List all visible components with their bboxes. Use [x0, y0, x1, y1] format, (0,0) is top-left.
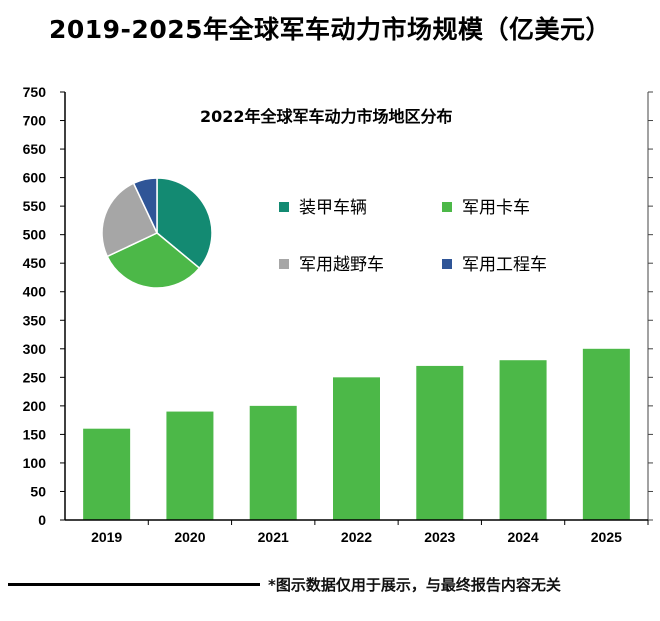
y-axis: 0 50 100 150 200 250 300 350 400 450 500 550 600 650 7… — [23, 84, 653, 528]
bar-2021: 2021: 200 — [249, 405, 297, 520]
pie-slice-0 — [156, 177, 213, 270]
bar-2025: 2025: 300 — [582, 348, 630, 520]
bar-2020: 2020: 190 — [166, 411, 214, 520]
y-tick-label: 350 — [23, 312, 47, 328]
y-tick-label: 100 — [23, 455, 47, 471]
y-tick-label: 300 — [23, 341, 47, 357]
y-tick-label: 550 — [23, 198, 47, 214]
y-tick-label: 450 — [23, 255, 47, 271]
legend-label: 军用卡车 — [462, 198, 530, 218]
legend-label: 军用越野车 — [299, 255, 384, 275]
y-tick-label: 600 — [23, 170, 47, 186]
y-tick-label: 500 — [23, 227, 47, 243]
pie-chart — [101, 177, 213, 289]
x-tick-label: 2025 — [591, 529, 622, 545]
y-tick-label: 150 — [23, 426, 47, 442]
x-tick-label: 2021 — [258, 529, 289, 545]
legend-swatch — [442, 259, 452, 269]
y-tick-label: 250 — [23, 369, 47, 385]
y-tick-label: 400 — [23, 284, 47, 300]
footnote: *图示数据仅用于展示，与最终报告内容无关 — [268, 576, 561, 594]
y-tick-label: 700 — [23, 113, 47, 129]
y-tick-label: 750 — [23, 84, 47, 100]
bar-2019: 2019: 160 — [83, 428, 131, 520]
x-tick-label: 2022 — [341, 529, 372, 545]
page-title: 2019-2025年全球军车动力市场规模（亿美元） — [48, 15, 612, 44]
footnote-divider — [8, 583, 260, 586]
x-tick-label: 2023 — [424, 529, 455, 545]
y-tick-label: 650 — [23, 141, 47, 157]
legend-swatch — [279, 202, 289, 212]
pie-slice-2 — [101, 182, 158, 258]
pie-title: 2022年全球军车动力市场地区分布 — [200, 107, 453, 126]
bar-2024: 2024: 280 — [499, 360, 547, 520]
bars: 2019: 160 2020: 190 2021: 200 2022: 250 2023… — [83, 348, 630, 520]
legend-label: 装甲车辆 — [299, 198, 367, 218]
legend-swatch — [442, 202, 452, 212]
x-tick-label: 2019 — [91, 529, 122, 545]
x-tick-label: 2024 — [507, 529, 538, 545]
y-tick-label: 200 — [23, 398, 47, 414]
bar-2022: 2022: 250 — [333, 377, 380, 520]
pie-slice-1 — [106, 232, 201, 289]
legend-swatch — [279, 259, 289, 269]
bar-2023: 2023: 270 — [416, 365, 464, 520]
pie-slice-3 — [132, 177, 158, 234]
legend-label: 军用工程车 — [462, 255, 547, 275]
x-axis: 2019 2020 2021 2022 2023 2024 2025 — [65, 519, 649, 545]
y-tick-label: 0 — [38, 512, 46, 528]
y-tick-label: 50 — [30, 483, 46, 499]
x-tick-label: 2020 — [174, 529, 205, 545]
